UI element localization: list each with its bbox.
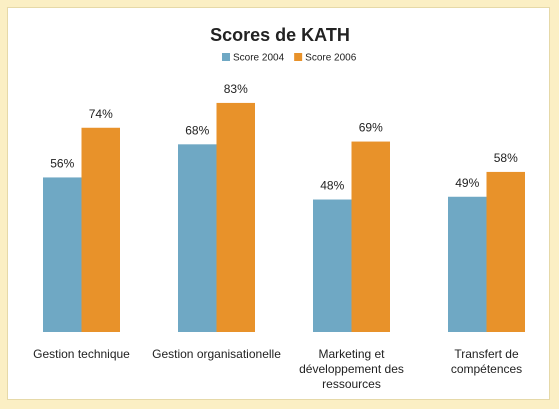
value-label: 56% xyxy=(50,157,74,171)
value-label: 69% xyxy=(359,121,383,135)
chart-title: Scores de KATH xyxy=(210,25,350,45)
bar xyxy=(43,177,82,332)
bar xyxy=(216,102,255,332)
value-label: 58% xyxy=(494,151,518,165)
x-tick-label: Transfert de compétences xyxy=(450,347,523,376)
value-label: 49% xyxy=(455,176,479,190)
bar xyxy=(486,171,525,332)
value-label: 74% xyxy=(89,107,113,121)
bar xyxy=(178,144,217,332)
legend-swatch xyxy=(294,53,303,61)
legend-label: Score 2004 xyxy=(233,53,285,64)
legend-label: Score 2006 xyxy=(305,53,357,64)
bar xyxy=(313,199,352,332)
x-tick-label: Marketing et développement des ressource… xyxy=(299,347,404,391)
bar xyxy=(351,141,390,332)
value-label: 48% xyxy=(320,179,344,193)
x-tick-label: Gestion organisationelle xyxy=(152,347,281,361)
bar xyxy=(448,196,487,332)
legend-swatch xyxy=(222,53,230,61)
x-tick-label: Gestion technique xyxy=(33,347,130,361)
value-label: 83% xyxy=(224,82,248,96)
value-label: 68% xyxy=(185,123,209,137)
bar xyxy=(81,127,120,332)
